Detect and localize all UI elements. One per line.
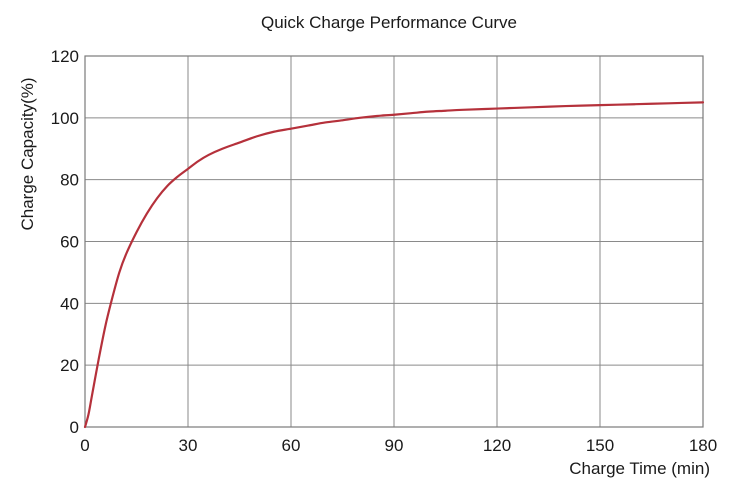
x-axis-title: Charge Time (min)	[569, 459, 710, 478]
y-tick-label-5: 100	[51, 109, 79, 128]
x-tick-label-2: 60	[282, 436, 301, 455]
y-tick-label-3: 60	[60, 233, 79, 252]
x-tick-label-1: 30	[179, 436, 198, 455]
y-tick-label-1: 20	[60, 356, 79, 375]
series-layer	[83, 101, 705, 429]
y-tick-label-4: 80	[60, 171, 79, 190]
y-axis-ticks: 0 20 40 60 80 100 120	[51, 47, 79, 437]
y-tick-label-0: 0	[70, 418, 79, 437]
x-tick-label-0: 0	[80, 436, 89, 455]
plot-frame	[84, 55, 704, 428]
x-tick-label-3: 90	[385, 436, 404, 455]
x-axis-ticks: 0 30 60 90 120 150 180	[80, 436, 717, 455]
y-axis-title: Charge Capacity(%)	[18, 77, 37, 230]
x-tick-label-4: 120	[483, 436, 511, 455]
series-line-0	[83, 101, 705, 429]
x-tick-label-6: 180	[689, 436, 717, 455]
x-tick-label-5: 150	[586, 436, 614, 455]
y-tick-label-2: 40	[60, 294, 79, 313]
y-tick-label-6: 120	[51, 47, 79, 66]
chart-title: Quick Charge Performance Curve	[261, 13, 517, 32]
